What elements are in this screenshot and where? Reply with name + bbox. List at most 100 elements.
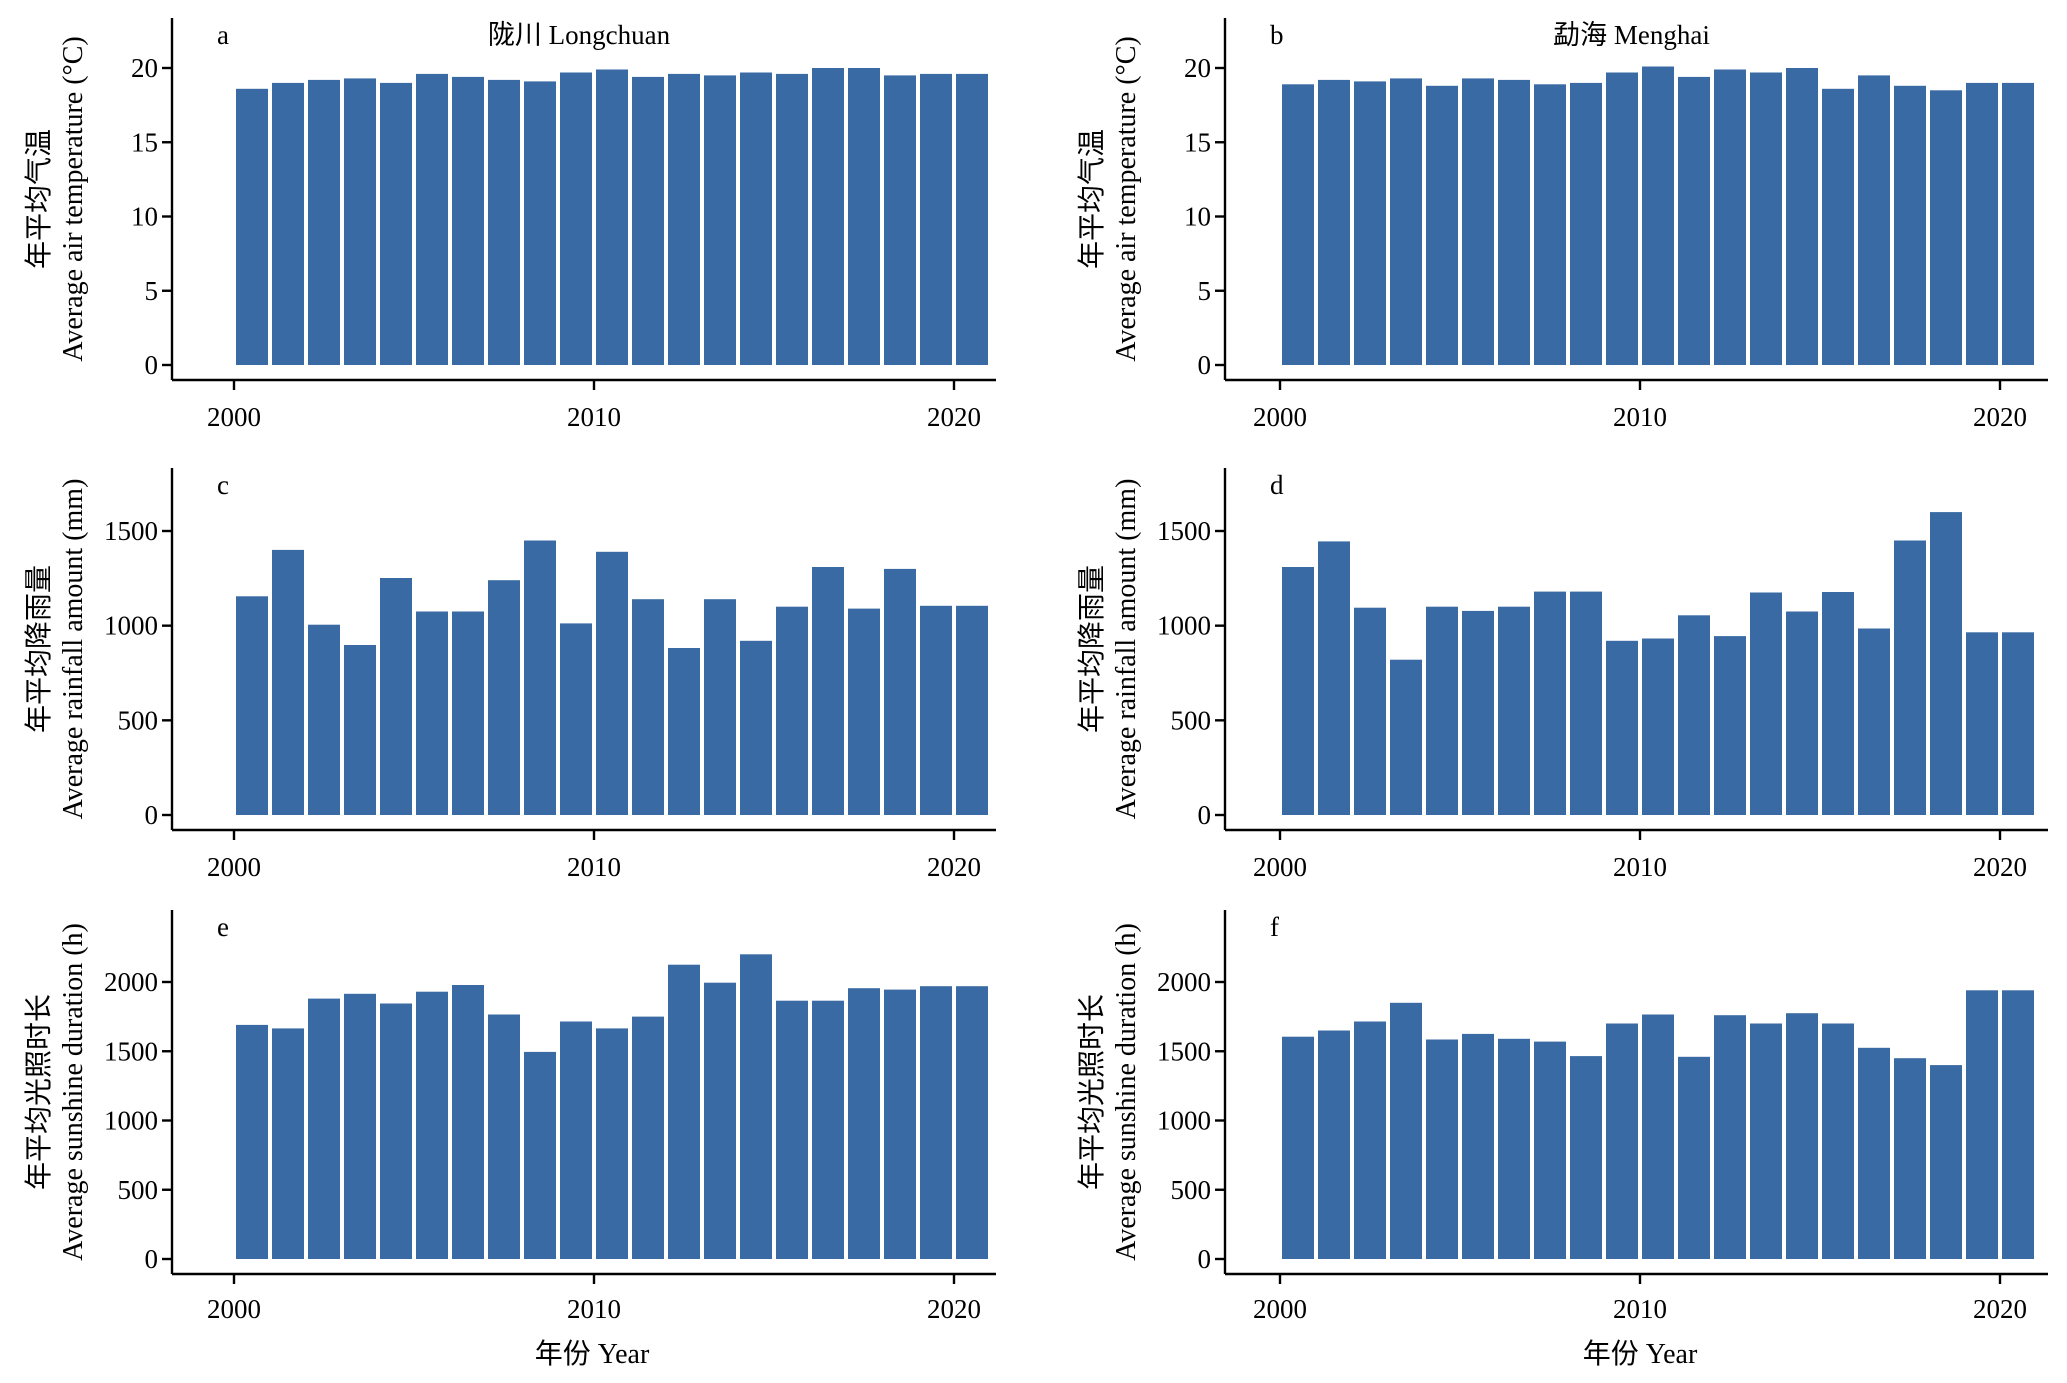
- y-tick-label-b-15: 15: [1184, 127, 1211, 157]
- bar-e-2012: [668, 964, 700, 1259]
- y-tick-label-f-1500: 1500: [1157, 1036, 1211, 1066]
- bar-a-2003: [344, 78, 376, 366]
- bar-e-2017: [848, 988, 880, 1259]
- x-tick-label-b-2000: 2000: [1253, 402, 1307, 432]
- bar-c-2018: [884, 568, 916, 815]
- x-tick-label-d-2000: 2000: [1253, 852, 1307, 882]
- panel-label-f: f: [1270, 912, 1279, 942]
- chart-panel-a: 0 5 10 15 20 2000 2010 2020 a 陇川 Longchuan 年平均气温 Av…: [23, 18, 996, 432]
- y-axis-label-cn-a: 年平均气温: [23, 129, 55, 269]
- bar-d-2018: [1930, 512, 1962, 815]
- bar-c-2007: [488, 580, 520, 815]
- bar-d-2009: [1606, 640, 1638, 815]
- bar-f-2008: [1570, 1056, 1602, 1259]
- x-tick-label-a-2000: 2000: [207, 402, 261, 432]
- panel-title-b: 勐海 Menghai: [1553, 20, 1710, 50]
- bar-e-2005: [416, 991, 448, 1259]
- y-tick-label-c-0: 0: [145, 800, 159, 830]
- bar-a-2006: [452, 76, 484, 366]
- bar-c-2006: [452, 611, 484, 815]
- bar-e-2004: [380, 1003, 412, 1259]
- bar-b-2017: [1894, 85, 1926, 366]
- y-tick-label-b-0: 0: [1198, 350, 1212, 380]
- x-tick-label-d-2020: 2020: [1973, 852, 2027, 882]
- chart-panel-f: 0 500 1000 1500 2000 2000 2010 2020 f 年平均光照时长 Aver…: [1076, 910, 2048, 1324]
- y-tick-label-b-10: 10: [1184, 202, 1211, 232]
- y-tick-label-c-500: 500: [118, 705, 159, 735]
- y-tick-label-f-2000: 2000: [1157, 967, 1211, 997]
- bar-b-2001: [1318, 79, 1350, 366]
- bar-b-2015: [1822, 88, 1854, 366]
- x-tick-label-e-2010: 2010: [567, 1294, 621, 1324]
- bar-a-2017: [848, 68, 880, 365]
- y-axis-label-en-c: Average rainfall amount (mm): [58, 479, 89, 820]
- bar-e-2002: [308, 998, 340, 1259]
- bar-d-2003: [1390, 659, 1422, 815]
- bar-f-2016: [1858, 1047, 1890, 1259]
- y-tick-label-d-1000: 1000: [1157, 611, 1211, 641]
- bar-e-2019: [920, 986, 952, 1259]
- bar-c-2014: [740, 640, 772, 815]
- bar-f-2015: [1822, 1023, 1854, 1259]
- y-axis-label-en-e: Average sunshine duration (h): [58, 923, 89, 1261]
- chart-panel-d: 0 500 1000 1500 2000 2010 2020 d 年平均降雨量 Average r…: [1076, 468, 2048, 882]
- bar-d-2019: [1966, 632, 1998, 815]
- bar-b-2011: [1678, 76, 1710, 366]
- bar-e-2016: [812, 1000, 844, 1259]
- y-tick-label-a-5: 5: [145, 276, 159, 306]
- bar-c-2011: [632, 599, 664, 815]
- bar-c-2004: [380, 578, 412, 815]
- y-axis-label-cn-f: 年平均光照时长: [1076, 994, 1108, 1190]
- bar-d-2011: [1678, 615, 1710, 815]
- bar-a-2013: [704, 75, 736, 366]
- y-tick-label-d-1500: 1500: [1157, 516, 1211, 546]
- bar-e-2003: [344, 993, 376, 1259]
- bar-d-2014: [1786, 611, 1818, 815]
- bar-b-2002: [1354, 81, 1386, 366]
- bar-b-2005: [1462, 78, 1494, 366]
- bar-f-2020: [2002, 990, 2034, 1259]
- bar-d-2000: [1282, 567, 1314, 815]
- x-tick-label-f-2020: 2020: [1973, 1294, 2027, 1324]
- bar-e-2018: [884, 989, 916, 1259]
- bar-b-2014: [1786, 68, 1818, 365]
- bar-c-2002: [308, 624, 340, 815]
- bar-b-2008: [1570, 82, 1602, 366]
- y-tick-label-c-1500: 1500: [104, 516, 158, 546]
- bar-a-2001: [272, 82, 304, 366]
- x-tick-label-e-2000: 2000: [207, 1294, 261, 1324]
- bar-f-2014: [1786, 1013, 1818, 1259]
- y-tick-label-d-0: 0: [1198, 800, 1212, 830]
- bar-f-2001: [1318, 1030, 1350, 1259]
- panel-label-d: d: [1270, 470, 1284, 500]
- bar-c-2003: [344, 645, 376, 815]
- bar-e-2008: [524, 1051, 556, 1259]
- y-tick-label-a-10: 10: [131, 202, 158, 232]
- y-axis-label-cn-c: 年平均降雨量: [23, 565, 55, 733]
- bar-b-2009: [1606, 72, 1638, 365]
- bar-b-2012: [1714, 69, 1746, 365]
- bar-f-2006: [1498, 1038, 1530, 1259]
- chart-panel-c: 0 500 1000 1500 2000 2010 2020 c 年平均降雨量 Average r…: [23, 468, 996, 882]
- bar-d-2013: [1750, 592, 1782, 815]
- bar-d-2010: [1642, 638, 1674, 815]
- y-tick-label-e-2000: 2000: [104, 967, 158, 997]
- bar-a-2015: [776, 73, 808, 366]
- bar-e-2007: [488, 1014, 520, 1259]
- panel-title-a: 陇川 Longchuan: [488, 20, 671, 50]
- bar-a-2010: [596, 69, 628, 365]
- x-tick-label-e-2020: 2020: [927, 1294, 981, 1324]
- bar-d-2008: [1570, 591, 1602, 815]
- y-tick-label-f-1000: 1000: [1157, 1106, 1211, 1136]
- x-tick-label-c-2010: 2010: [567, 852, 621, 882]
- y-tick-label-f-0: 0: [1198, 1244, 1212, 1274]
- bar-a-2004: [380, 82, 412, 366]
- y-axis-label-en-b: Average air temperature (°C): [1111, 36, 1142, 362]
- y-axis-label-en-a: Average air temperature (°C): [58, 36, 89, 362]
- bar-d-2004: [1426, 606, 1458, 815]
- bar-a-2016: [812, 68, 844, 365]
- bar-f-2002: [1354, 1021, 1386, 1259]
- bar-d-2005: [1462, 610, 1494, 815]
- y-axis-label-cn-d: 年平均降雨量: [1076, 565, 1108, 733]
